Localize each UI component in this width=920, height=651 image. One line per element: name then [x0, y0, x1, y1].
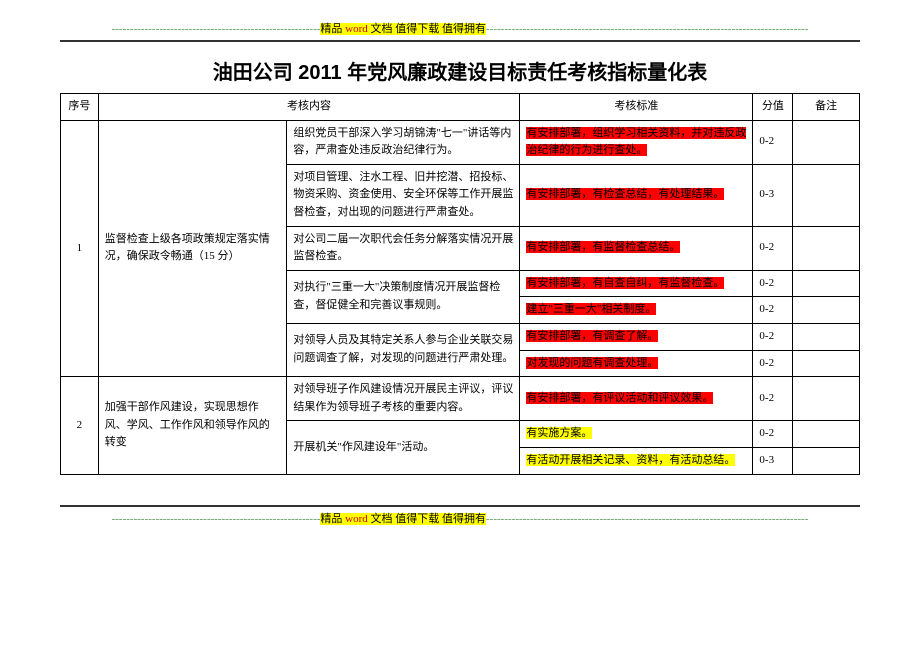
bottom-banner: ----------------------------------------… [60, 510, 860, 526]
standard-text: 有安排部署，有监督检查总结。 [526, 241, 680, 253]
remark-cell [793, 226, 860, 270]
bottom-rule [60, 505, 860, 507]
score-cell: 0-2 [753, 350, 793, 377]
standard-cell: 有安排部署，有评议活动和评议效果。 [520, 377, 753, 421]
content-cell: 对执行"三重一大"决策制度情况开展监督检查，督促健全和完善议事规则。 [287, 270, 520, 323]
score-cell: 0-2 [753, 226, 793, 270]
standard-text: 对发现的问题有调查处理。 [526, 357, 658, 369]
standard-text: 有安排部署，有调查了解。 [526, 330, 658, 342]
score-cell: 0-2 [753, 377, 793, 421]
standard-cell: 有活动开展相关记录、资料，有活动总结。 [520, 447, 753, 474]
assessment-table: 序号 考核内容 考核标准 分值 备注 1 监督检查上级各项政策规定落实情况，确保… [60, 93, 860, 475]
standard-cell: 有安排部署，有调查了解。 [520, 323, 753, 350]
content-cell: 组织党员干部深入学习胡锦涛"七一"讲话等内容，严肃查处违反政治纪律行为。 [287, 120, 520, 164]
banner-dashes-left: ----------------------------------------… [112, 23, 321, 35]
remark-cell [793, 323, 860, 350]
banner-bottom-dashes-left: ----------------------------------------… [112, 513, 321, 525]
remark-cell [793, 120, 860, 164]
header-score: 分值 [753, 94, 793, 121]
standard-cell: 有安排部署，有检查总结，有处理结果。 [520, 164, 753, 226]
banner-dashes-right: ----------------------------------------… [486, 23, 808, 35]
banner-highlight: 精品 word 文档 值得下载 值得拥有 [320, 23, 486, 35]
standard-text: 有实施方案。 [526, 427, 592, 439]
top-banner: ----------------------------------------… [60, 20, 860, 36]
banner-bottom-dashes-right: ----------------------------------------… [486, 513, 808, 525]
remark-cell [793, 350, 860, 377]
remark-cell [793, 164, 860, 226]
standard-cell: 有安排部署，有自查自纠，有监督检查。 [520, 270, 753, 297]
standard-text: 有安排部署，有评议活动和评议效果。 [526, 392, 713, 404]
category-cell: 监督检查上级各项政策规定落实情况，确保政令畅通（15 分） [98, 120, 287, 377]
score-cell: 0-2 [753, 120, 793, 164]
score-cell: 0-2 [753, 270, 793, 297]
banner-bottom-highlight: 精品 word 文档 值得下载 值得拥有 [320, 513, 486, 525]
table-header-row: 序号 考核内容 考核标准 分值 备注 [61, 94, 860, 121]
score-cell: 0-2 [753, 323, 793, 350]
table-row: 1 监督检查上级各项政策规定落实情况，确保政令畅通（15 分） 组织党员干部深入… [61, 120, 860, 164]
page-title: 油田公司 2011 年党风廉政建设目标责任考核指标量化表 [60, 56, 860, 85]
standard-cell: 建立"三重一大"相关制度。 [520, 297, 753, 324]
content-cell: 对领导班子作风建设情况开展民主评议，评议结果作为领导班子考核的重要内容。 [287, 377, 520, 421]
bottom-block: ----------------------------------------… [60, 505, 860, 526]
standard-cell: 对发现的问题有调查处理。 [520, 350, 753, 377]
standard-text: 有活动开展相关记录、资料，有活动总结。 [526, 454, 735, 466]
remark-cell [793, 297, 860, 324]
top-rule [60, 40, 860, 42]
standard-text: 有安排部署，组织学习相关资料，并对违反政治纪律的行为进行查处。 [526, 127, 746, 157]
seq-cell: 2 [61, 377, 99, 474]
score-cell: 0-2 [753, 421, 793, 448]
header-seq: 序号 [61, 94, 99, 121]
content-cell: 开展机关"作风建设年"活动。 [287, 421, 520, 474]
content-cell: 对项目管理、注水工程、旧井挖潜、招投标、物资采购、资金使用、安全环保等工作开展监… [287, 164, 520, 226]
standard-text: 有安排部署，有自查自纠，有监督检查。 [526, 277, 724, 289]
standard-cell: 有安排部署，组织学习相关资料，并对违反政治纪律的行为进行查处。 [520, 120, 753, 164]
remark-cell [793, 270, 860, 297]
remark-cell [793, 447, 860, 474]
standard-text: 有安排部署，有检查总结，有处理结果。 [526, 188, 724, 200]
content-cell: 对领导人员及其特定关系人参与企业关联交易问题调查了解，对发现的问题进行严肃处理。 [287, 323, 520, 376]
score-cell: 0-2 [753, 297, 793, 324]
score-cell: 0-3 [753, 447, 793, 474]
header-content: 考核内容 [98, 94, 520, 121]
category-cell: 加强干部作风建设，实现思想作风、学风、工作作风和领导作风的转变 [98, 377, 287, 474]
standard-cell: 有实施方案。 [520, 421, 753, 448]
score-cell: 0-3 [753, 164, 793, 226]
content-cell: 对公司二届一次职代会任务分解落实情况开展监督检查。 [287, 226, 520, 270]
header-remark: 备注 [793, 94, 860, 121]
standard-cell: 有安排部署，有监督检查总结。 [520, 226, 753, 270]
header-standard: 考核标准 [520, 94, 753, 121]
standard-text: 建立"三重一大"相关制度。 [526, 303, 656, 315]
seq-cell: 1 [61, 120, 99, 377]
remark-cell [793, 421, 860, 448]
table-row: 2 加强干部作风建设，实现思想作风、学风、工作作风和领导作风的转变 对领导班子作… [61, 377, 860, 421]
remark-cell [793, 377, 860, 421]
